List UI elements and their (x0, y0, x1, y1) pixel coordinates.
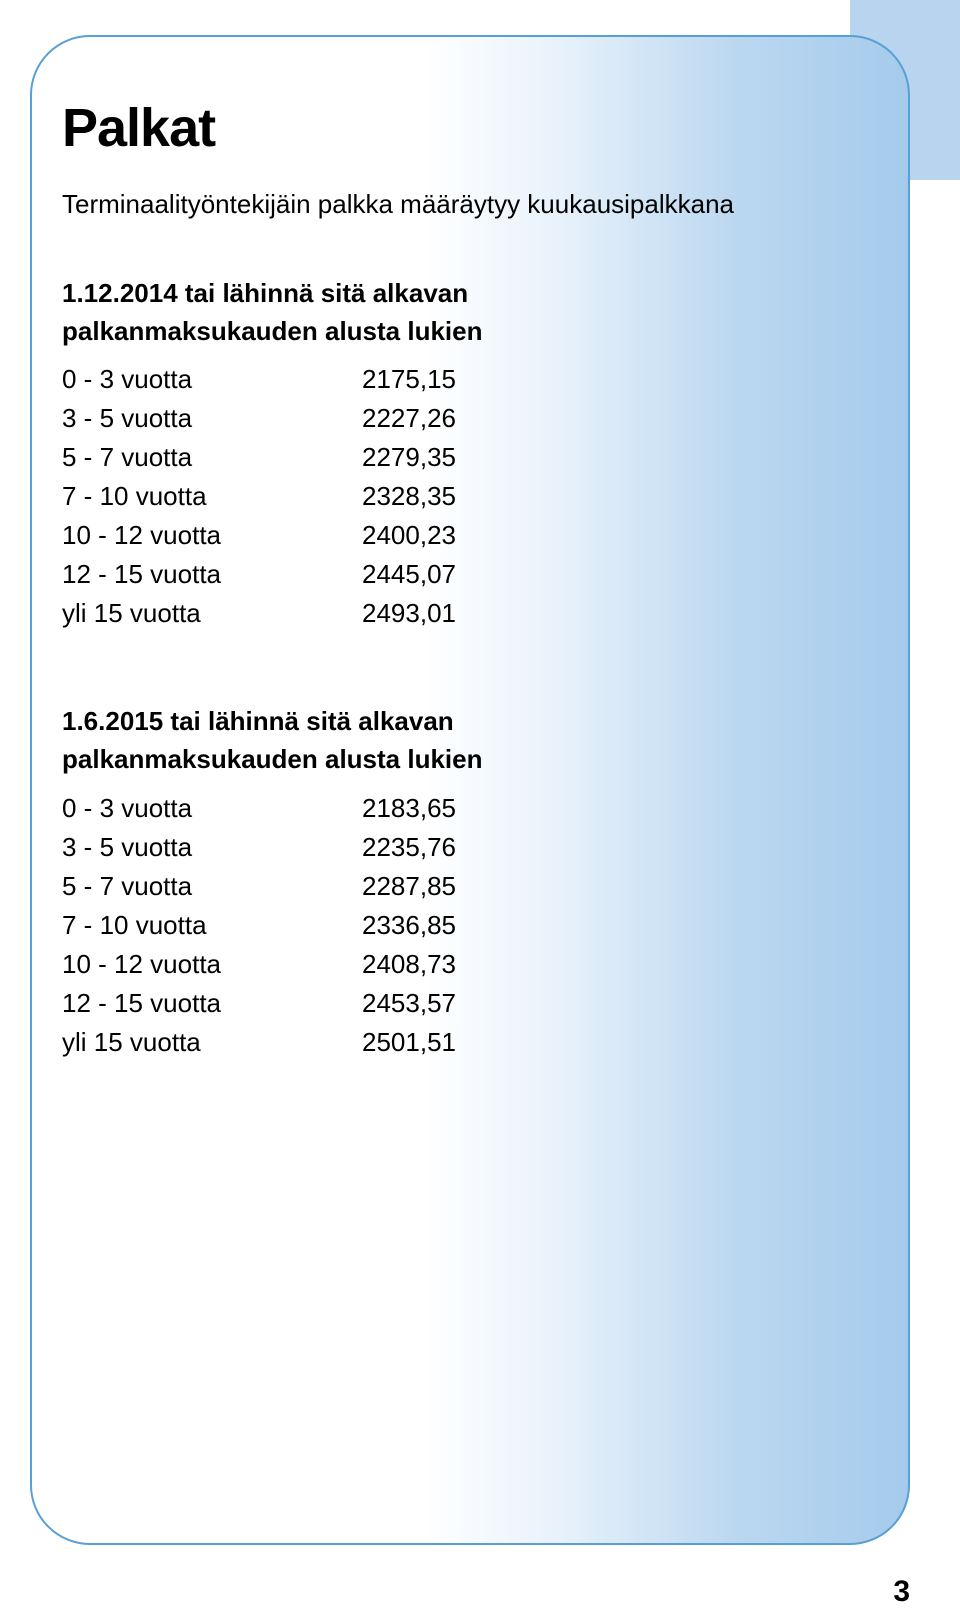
page-number: 3 (893, 1575, 910, 1609)
row-label: 3 - 5 vuotta (62, 399, 362, 438)
row-value: 2400,23 (362, 516, 522, 555)
row-label: yli 15 vuotta (62, 1023, 362, 1062)
row-label: 12 - 15 vuotta (62, 555, 362, 594)
row-value: 2227,26 (362, 399, 522, 438)
page-background: Palkat Terminaalityöntekijäin palkka mää… (0, 0, 960, 1624)
row-value: 2175,15 (362, 360, 522, 399)
row-label: 12 - 15 vuotta (62, 984, 362, 1023)
table-heading: 1.12.2014 tai lähinnä sitä alkavan palka… (62, 275, 863, 350)
table-row: 3 - 5 vuotta 2227,26 (62, 399, 863, 438)
row-label: 5 - 7 vuotta (62, 867, 362, 906)
table-row: 10 - 12 vuotta 2400,23 (62, 516, 863, 555)
row-value: 2501,51 (362, 1023, 522, 1062)
table-row: 3 - 5 vuotta 2235,76 (62, 828, 863, 867)
row-label: 7 - 10 vuotta (62, 477, 362, 516)
row-label: 0 - 3 vuotta (62, 789, 362, 828)
row-value: 2328,35 (362, 477, 522, 516)
table-row: 0 - 3 vuotta 2175,15 (62, 360, 863, 399)
table-row: 10 - 12 vuotta 2408,73 (62, 945, 863, 984)
row-label: 7 - 10 vuotta (62, 906, 362, 945)
row-label: 10 - 12 vuotta (62, 516, 362, 555)
heading-line: 1.12.2014 tai lähinnä sitä alkavan (62, 278, 468, 308)
heading-line: 1.6.2015 tai lähinnä sitä alkavan (62, 706, 454, 736)
table-heading: 1.6.2015 tai lähinnä sitä alkavan palkan… (62, 703, 863, 778)
table-row: 5 - 7 vuotta 2287,85 (62, 867, 863, 906)
row-value: 2183,65 (362, 789, 522, 828)
row-label: yli 15 vuotta (62, 594, 362, 633)
row-value: 2287,85 (362, 867, 522, 906)
intro-text: Terminaalityöntekijäin palkka määräytyy … (62, 189, 863, 220)
heading-line: palkanmaksukauden alusta lukien (62, 316, 483, 346)
row-value: 2336,85 (362, 906, 522, 945)
page-title: Palkat (62, 97, 863, 159)
table-row: yli 15 vuotta 2493,01 (62, 594, 863, 633)
row-value: 2235,76 (362, 828, 522, 867)
table-row: 7 - 10 vuotta 2336,85 (62, 906, 863, 945)
table-row: 12 - 15 vuotta 2445,07 (62, 555, 863, 594)
row-value: 2445,07 (362, 555, 522, 594)
table-row: 12 - 15 vuotta 2453,57 (62, 984, 863, 1023)
table-row: 0 - 3 vuotta 2183,65 (62, 789, 863, 828)
table-row: yli 15 vuotta 2501,51 (62, 1023, 863, 1062)
row-value: 2408,73 (362, 945, 522, 984)
row-value: 2453,57 (362, 984, 522, 1023)
salary-table-2014: 1.12.2014 tai lähinnä sitä alkavan palka… (62, 275, 863, 633)
salary-table-2015: 1.6.2015 tai lähinnä sitä alkavan palkan… (62, 703, 863, 1061)
row-label: 0 - 3 vuotta (62, 360, 362, 399)
content-card: Palkat Terminaalityöntekijäin palkka mää… (30, 35, 910, 1545)
row-label: 5 - 7 vuotta (62, 438, 362, 477)
heading-line: palkanmaksukauden alusta lukien (62, 744, 483, 774)
table-row: 5 - 7 vuotta 2279,35 (62, 438, 863, 477)
row-value: 2279,35 (362, 438, 522, 477)
table-row: 7 - 10 vuotta 2328,35 (62, 477, 863, 516)
row-label: 10 - 12 vuotta (62, 945, 362, 984)
row-value: 2493,01 (362, 594, 522, 633)
row-label: 3 - 5 vuotta (62, 828, 362, 867)
